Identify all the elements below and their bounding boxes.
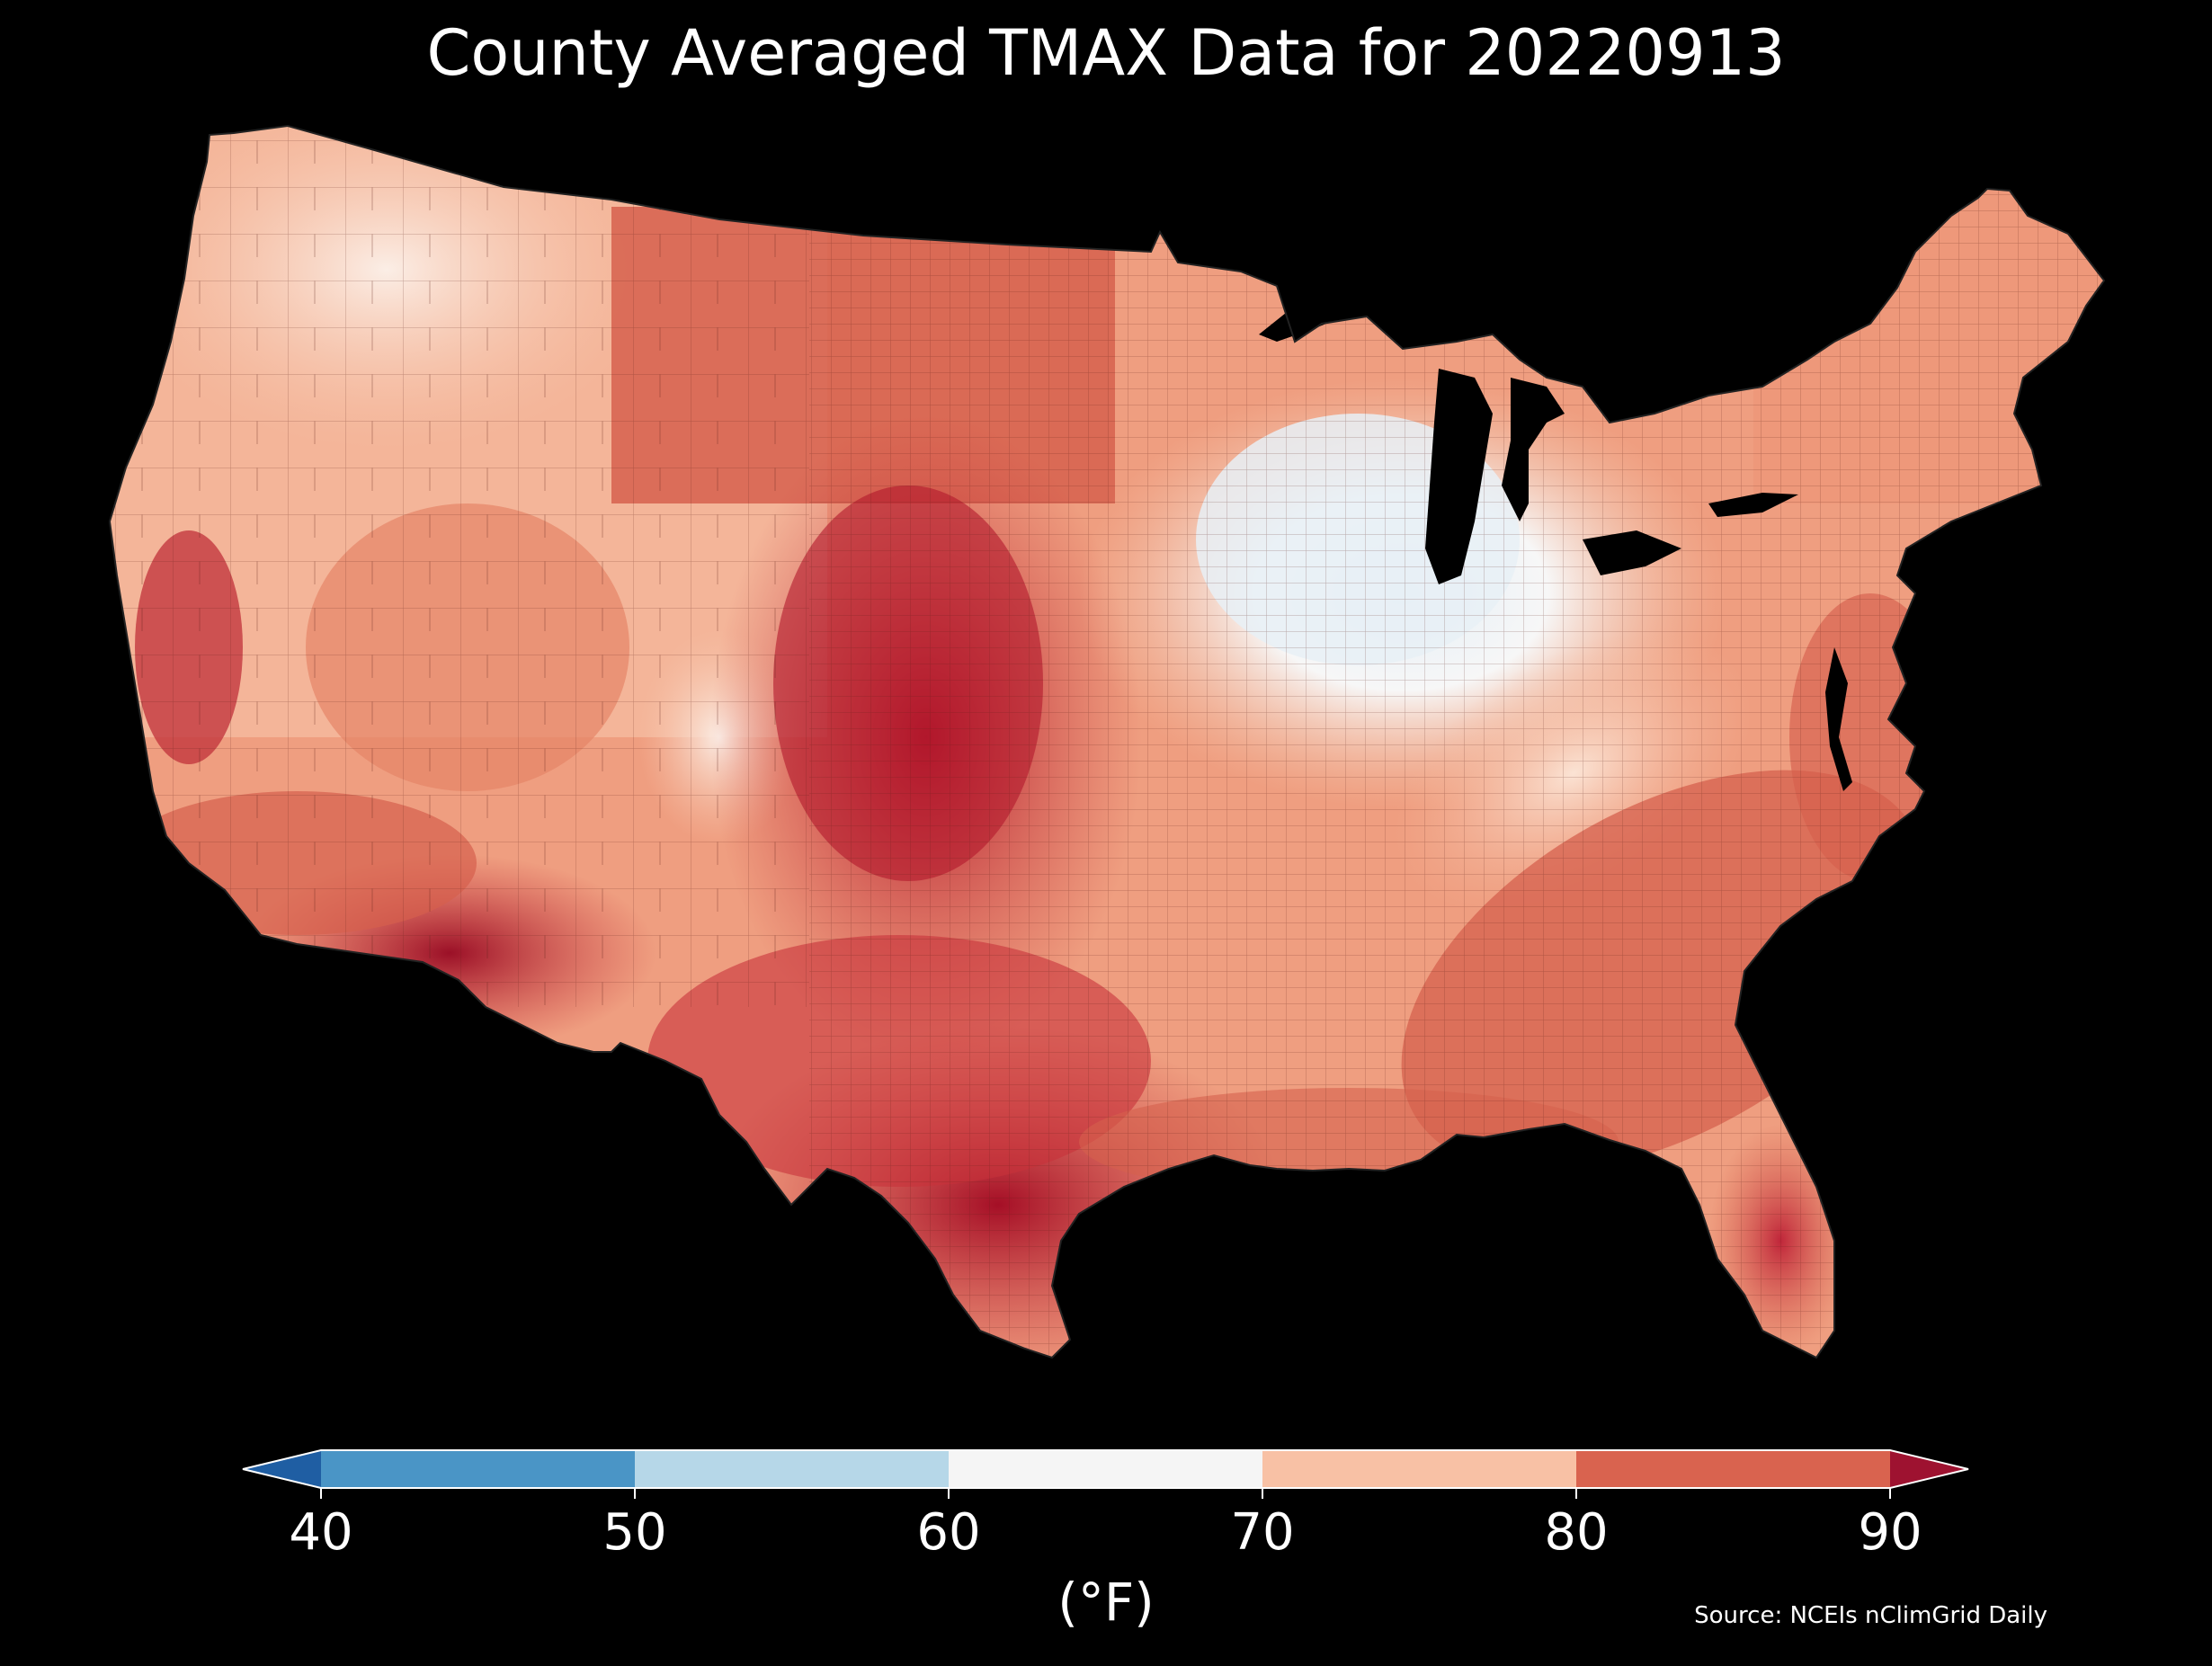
great-lakes	[1259, 279, 1798, 584]
colorbar-unit-label: (°F)	[1057, 1572, 1155, 1633]
colorbar-bin-1	[635, 1450, 949, 1488]
chesapeake-bay	[1825, 647, 1852, 791]
colorbar-bin-0	[321, 1450, 635, 1488]
colorbar-bin-2	[949, 1450, 1262, 1488]
source-note: Source: NCEIs nClimGrid Daily	[1694, 1602, 2047, 1629]
colorbar-bin-4	[1576, 1450, 1890, 1488]
colorbar-under-arrow	[243, 1450, 321, 1488]
colorbar-tick-label-3: 70	[1230, 1503, 1295, 1562]
colorbar-bin-3	[1262, 1450, 1576, 1488]
page-title: County Averaged TMAX Data for 20220913	[426, 16, 1786, 90]
colorbar-over-arrow	[1890, 1450, 1968, 1488]
colorbar-tick-label-4: 80	[1544, 1503, 1609, 1562]
colorbar-tick-label-5: 90	[1858, 1503, 1922, 1562]
colorbar-tick-label-0: 40	[289, 1503, 353, 1562]
colorbar-tick-label-1: 50	[602, 1503, 667, 1562]
colorbar-tick-label-2: 60	[916, 1503, 981, 1562]
